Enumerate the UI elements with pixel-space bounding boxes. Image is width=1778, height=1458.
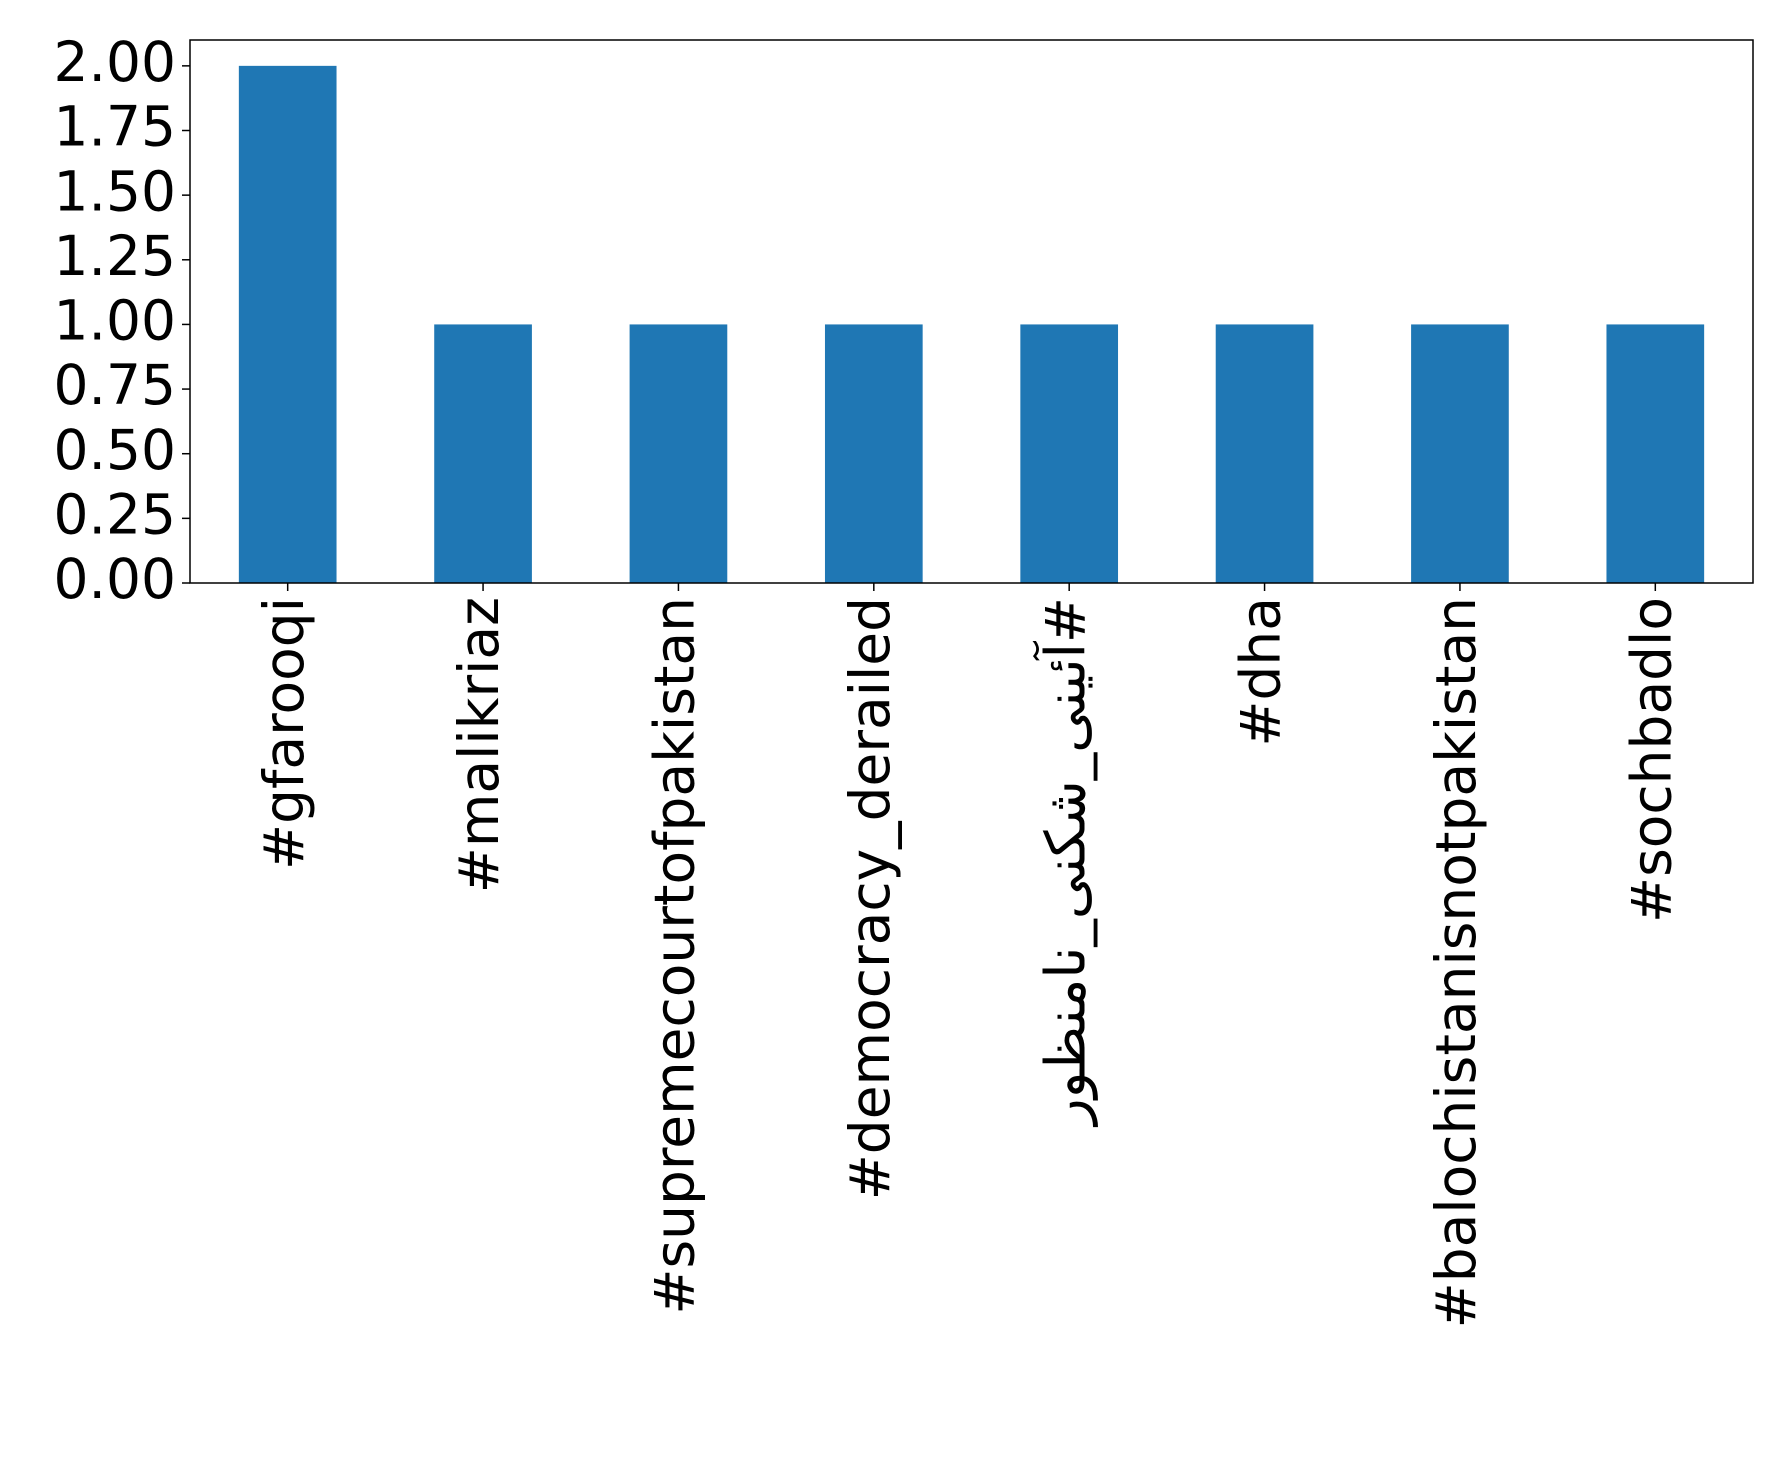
x-tick-label: #supremecourtofpakistan [643,597,707,1315]
bar [1020,324,1119,583]
y-tick-label: 1.00 [54,289,176,353]
y-tick-label: 1.75 [54,95,176,159]
bar [1215,324,1314,583]
y-tick-label: 2.00 [54,30,176,94]
y-tick-label: 0.25 [54,482,176,546]
bar [1606,324,1705,583]
y-tick-label: 1.50 [54,159,176,223]
y-tick-label: 0.50 [54,418,176,482]
bar [824,324,923,583]
x-tick-label: #آئینی_شکنی_نامنظور [1032,597,1097,1128]
y-tick-label: 1.25 [54,224,176,288]
x-tick-label: #sochbadlo [1619,597,1683,923]
y-tick-label: 0.75 [54,353,176,417]
bar [434,324,532,583]
y-tick-label: 0.00 [54,547,176,611]
bar [238,65,337,584]
x-tick-label: #malikriaz [447,597,511,893]
x-tick-label: #balochistanisnotpakistan [1424,597,1488,1328]
x-tick-label: #democracy_derailed [838,597,902,1200]
bar [1411,324,1509,583]
bar [629,324,728,583]
plot-frame [189,39,1754,584]
x-tick-label: #gfarooqi [252,597,316,870]
x-tick-label: #dha [1229,597,1293,747]
